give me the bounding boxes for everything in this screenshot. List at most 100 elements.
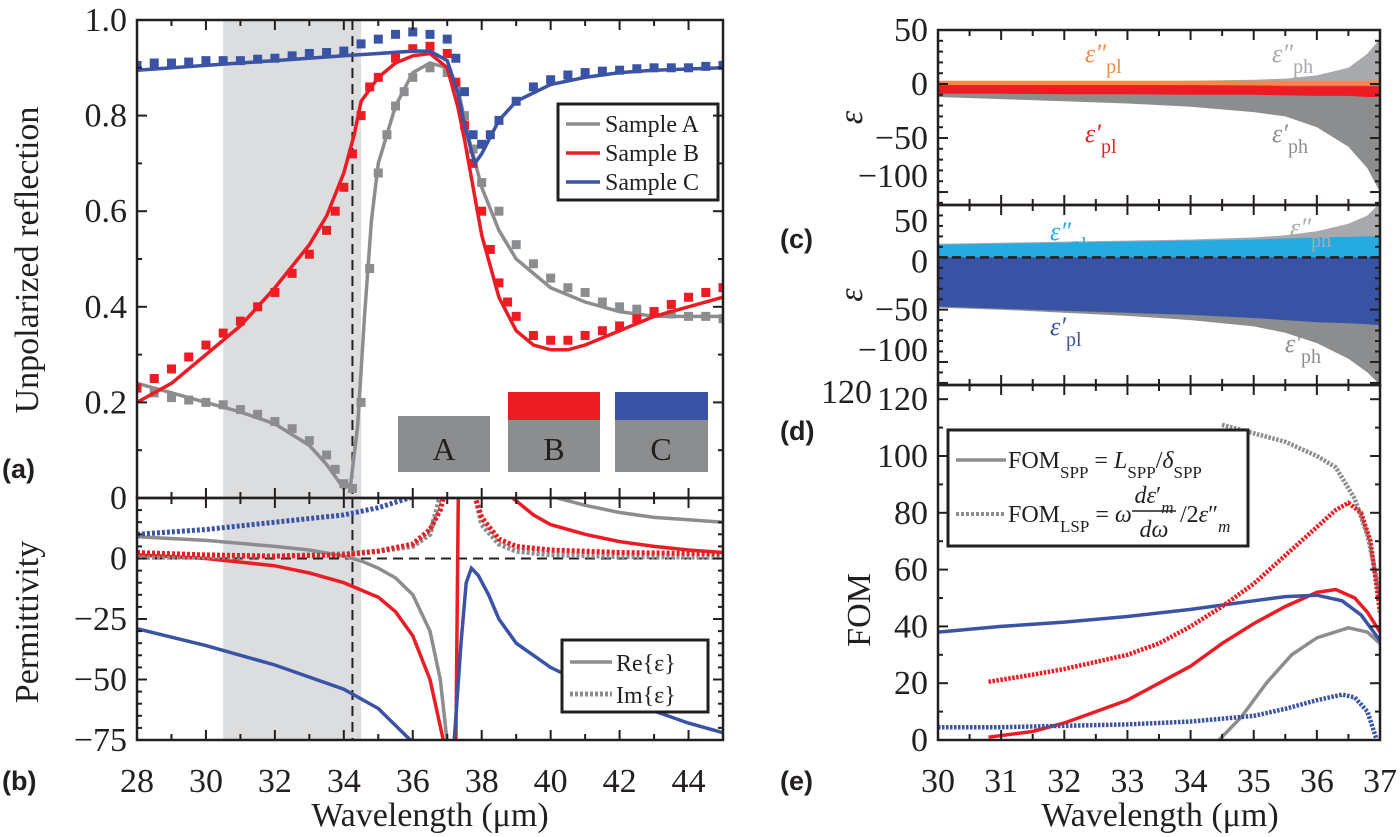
y-axis-label: ε <box>833 288 870 302</box>
curve <box>938 593 1380 642</box>
curve <box>938 692 1379 740</box>
x-tick-label: 36 <box>396 763 430 800</box>
epsilon-label: ε′ph <box>1272 119 1308 158</box>
y-tick-label: 0.6 <box>85 193 128 230</box>
x-tick-label: 32 <box>1047 763 1081 800</box>
x-tick-label: 37 <box>1363 763 1397 800</box>
data-point <box>649 63 659 73</box>
data-point <box>684 292 694 302</box>
data-point <box>339 46 349 56</box>
data-point <box>477 139 487 149</box>
epsilon-label: ε″pl <box>1050 217 1087 256</box>
y-tick-label: 0 <box>110 541 127 578</box>
band <box>938 236 1380 258</box>
plot-frame <box>936 383 1382 742</box>
epsilon-label: ε″ph <box>1272 39 1313 78</box>
epsilon-subscript: pl <box>1101 136 1117 158</box>
curve <box>988 500 1380 685</box>
data-point <box>494 278 504 288</box>
x-tick-label: 33 <box>1110 763 1144 800</box>
legend-text-part: dε <box>1135 483 1157 509</box>
legend-text-part: /2 <box>1180 502 1199 528</box>
data-point <box>201 56 211 66</box>
data-point <box>235 405 245 415</box>
data-point <box>322 450 332 460</box>
legend-text-part: ω <box>1115 502 1132 528</box>
x-tick-label: 44 <box>672 763 706 800</box>
data-point <box>511 311 521 321</box>
data-point <box>425 63 435 73</box>
data-point <box>511 240 521 250</box>
area-bands <box>938 205 1380 385</box>
data-point <box>149 58 159 68</box>
data-point <box>546 335 556 345</box>
curve <box>557 498 723 524</box>
inset-sample-a <box>398 416 490 472</box>
data-point <box>563 335 573 345</box>
data-point <box>632 64 642 74</box>
inset-label-c: C <box>650 431 671 467</box>
legend-box <box>560 638 710 714</box>
legend-label: Sample C <box>605 170 699 196</box>
legend-text-part: = <box>1088 448 1114 474</box>
y-tick-label: 20 <box>894 665 928 702</box>
series-sample-b <box>137 41 723 404</box>
curve <box>1217 625 1380 740</box>
data-point <box>666 299 676 309</box>
curve <box>1221 422 1380 599</box>
data-point <box>425 29 435 39</box>
data-point <box>701 61 711 71</box>
legend-text-part: ′ <box>1156 483 1161 509</box>
x-tick-label: 35 <box>1237 763 1271 800</box>
y-axis-label: FOM <box>841 573 878 647</box>
legend-text-part: L <box>1113 448 1127 474</box>
data-point <box>580 287 590 297</box>
data-point <box>494 206 504 216</box>
data-point <box>408 44 418 54</box>
y-tick-label: 60 <box>894 552 928 589</box>
data-point <box>356 111 366 121</box>
data-point <box>304 436 314 446</box>
x-tick-label: 28 <box>120 763 154 800</box>
data-point <box>330 206 340 216</box>
data-point <box>356 39 366 49</box>
epsilon-subscript: pl <box>1071 234 1087 256</box>
data-point <box>546 75 556 85</box>
x-axis-label: Wavelength (μm) <box>1041 797 1278 834</box>
data-point <box>391 53 401 63</box>
y-tick-label: −50 <box>74 662 127 699</box>
data-point <box>287 268 297 278</box>
legend-label: Im{ε} <box>616 683 676 709</box>
epsilon-symbol: ε″ <box>1050 217 1072 246</box>
epsilon-subscript: pl <box>1106 56 1122 78</box>
data-point <box>666 63 676 73</box>
series-im-sample-c <box>137 498 414 537</box>
data-point <box>339 182 349 192</box>
panel-label: (c) <box>780 224 813 254</box>
epsilon-symbol: ε′ <box>1050 312 1066 341</box>
y-tick-label: 0 <box>911 66 928 103</box>
data-point <box>649 307 659 317</box>
data-point <box>503 297 513 307</box>
data-point <box>218 56 228 66</box>
data-point <box>137 60 142 70</box>
data-point <box>184 395 194 405</box>
band <box>938 38 1380 84</box>
x-tick-label: 38 <box>465 763 499 800</box>
curve <box>472 498 723 557</box>
y-tick-label: 1.0 <box>85 2 128 39</box>
y-tick-label: 120 <box>821 374 872 411</box>
inset-sample-c-substrate <box>615 420 708 472</box>
series-fom_spp-sample-a <box>1217 625 1380 740</box>
data-point <box>546 273 556 283</box>
data-point <box>597 326 607 336</box>
inset-sample-b-substrate <box>508 420 600 472</box>
series-fom_lsp-sample-a <box>1221 422 1380 599</box>
data-point <box>347 483 357 493</box>
epsilon-subscript: ph <box>1293 56 1313 78</box>
series-fom_spp-sample-b <box>988 587 1380 739</box>
data-point <box>718 314 723 324</box>
epsilon-symbol: ε″ <box>1272 39 1294 68</box>
curve <box>137 498 446 559</box>
